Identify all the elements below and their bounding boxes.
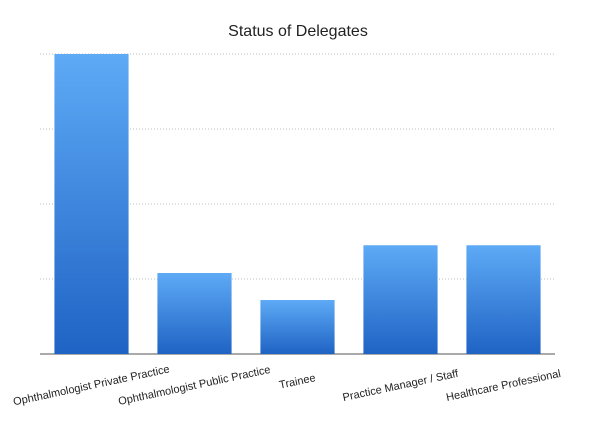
bar: [260, 300, 335, 354]
bar: [54, 54, 129, 354]
x-tick-label: Trainee: [278, 372, 317, 391]
bar: [466, 245, 541, 354]
x-tick-label: Healthcare Professional: [445, 368, 562, 404]
x-tick-label: Practice Manager / Staff: [342, 368, 461, 404]
bar: [363, 245, 438, 354]
bar: [157, 273, 232, 354]
chart-title: Status of Delegates: [228, 23, 368, 40]
